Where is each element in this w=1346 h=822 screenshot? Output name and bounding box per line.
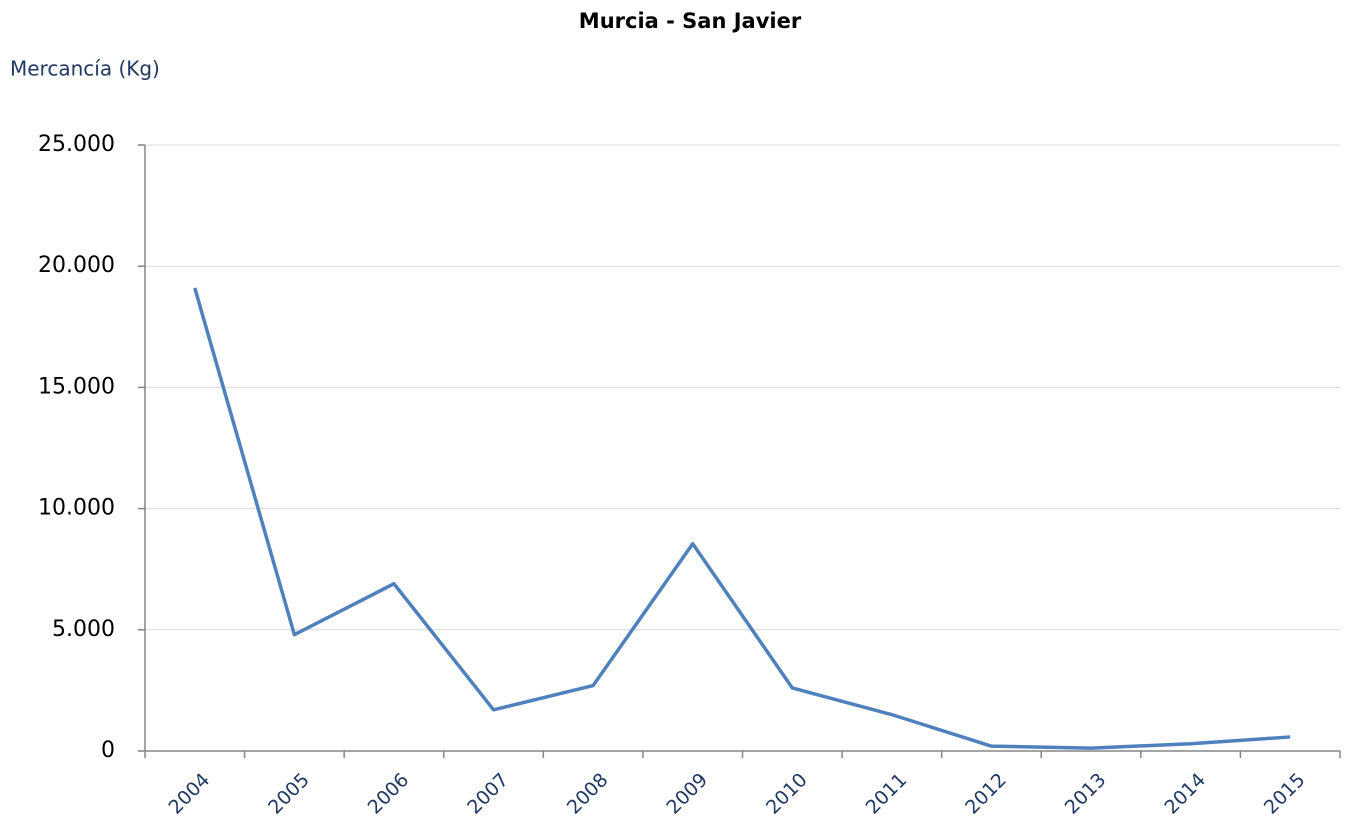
x-tick-label: 2006	[364, 769, 414, 819]
x-tick-label: 2010	[762, 769, 812, 819]
chart-title: Murcia - San Javier	[579, 9, 802, 33]
x-tick-label: 2008	[563, 769, 613, 819]
line	[193, 287, 1291, 750]
y-tick-label: 15.000	[38, 374, 115, 399]
y-tick-label: 25.000	[38, 132, 115, 157]
y-tick-label: 0	[101, 738, 115, 763]
x-tick-label: 2007	[463, 769, 513, 819]
x-tick-label: 2015	[1260, 769, 1310, 819]
x-tick-label: 2004	[164, 769, 214, 819]
x-tick-label: 2011	[862, 769, 912, 819]
y-axis-label: Mercancía (Kg)	[10, 57, 160, 81]
x-tick-label: 2009	[662, 769, 712, 819]
x-tick-label: 2013	[1061, 769, 1111, 819]
x-tick-label: 2012	[961, 769, 1011, 819]
y-tick-label: 10.000	[38, 496, 115, 521]
y-tick-label: 20.000	[38, 253, 115, 278]
x-tick-label: 2005	[264, 769, 314, 819]
y-tick-label: 5.000	[52, 617, 115, 642]
x-tick-label: 2014	[1160, 769, 1210, 819]
